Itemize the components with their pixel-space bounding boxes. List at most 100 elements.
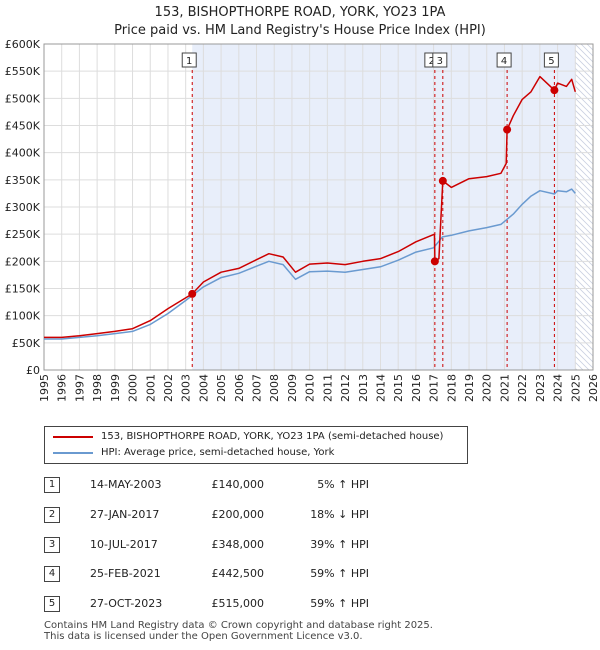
forecast-hatch: [575, 242, 594, 261]
x-tick-label: 2010: [304, 374, 317, 402]
forecast-hatch: [575, 80, 594, 99]
sale-row: 1 14-MAY-2003 £140,000 5% ↑ HPI: [44, 477, 464, 495]
chart-title: 153, BISHOPTHORPE ROAD, YORK, YO23 1PA P…: [0, 4, 600, 40]
plot-frame: [43, 43, 594, 371]
forecast-hatch: [575, 308, 594, 327]
sale-4-point: [503, 125, 512, 134]
y-tick-label: £150K: [5, 283, 41, 296]
forecast-hatch: [575, 236, 594, 255]
price-chart: £0 £50K £100K £150K £200K £250K £300K £350K £400…: [5, 38, 600, 402]
title-line-2: Price paid vs. HM Land Registry's House …: [114, 23, 486, 38]
forecast-hatch: [575, 212, 594, 231]
forecast-hatch: [575, 284, 594, 303]
footer-attribution: Contains HM Land Registry data © Crown c…: [44, 620, 433, 642]
sale-price: £348,000: [211, 538, 265, 551]
forecast-hatch: [575, 320, 594, 339]
forecast-hatch: [575, 314, 594, 333]
legend-label-hpi: HPI: Average price, semi-detached house,…: [101, 447, 335, 458]
forecast-hatch: [575, 296, 594, 315]
footer-line-2: This data is licensed under the Open Gov…: [44, 631, 363, 642]
sale-row: 3 10-JUL-2017 £348,000 39% ↑ HPI: [44, 537, 464, 555]
y-tick-label: £0: [26, 364, 40, 377]
forecast-hatch: [575, 74, 594, 93]
x-tick-label: 2004: [197, 374, 210, 402]
hpi-series-line: [44, 188, 576, 340]
x-tick-label: 2022: [516, 374, 529, 402]
sale-price: £200,000: [211, 508, 265, 521]
forecast-hatch: [575, 86, 594, 105]
x-tick-label: 2005: [215, 374, 228, 402]
x-tick-label: 2016: [410, 374, 423, 402]
sale-price: £140,000: [211, 478, 265, 491]
x-tick-label: 2025: [569, 374, 582, 402]
sale-hpi-diff: 5% ↑ HPI: [317, 478, 369, 491]
forecast-hatch: [575, 146, 594, 165]
sale-hpi-diff: 39% ↑ HPI: [310, 538, 369, 551]
forecast-hatch: [575, 128, 594, 147]
sale-number: 2: [44, 507, 60, 523]
forecast-hatch: [575, 302, 594, 321]
forecast-hatch: [575, 182, 594, 201]
x-tick-label: 2001: [144, 374, 157, 402]
forecast-hatch: [575, 194, 594, 213]
forecast-hatch: [575, 326, 594, 345]
sale-date: 27-JAN-2017: [90, 508, 160, 521]
x-tick-label: 2021: [498, 374, 511, 402]
sale-5-label: 5: [548, 56, 554, 67]
y-tick-label: £350K: [5, 174, 41, 187]
x-tick-label: 2013: [357, 374, 370, 402]
sale-5-point: [550, 86, 559, 95]
sale-number: 4: [44, 566, 60, 582]
y-tick-label: £200K: [5, 255, 41, 268]
sale-1-point: [188, 289, 197, 298]
forecast-hatch: [575, 350, 594, 369]
sale-number: 1: [44, 477, 60, 493]
sale-hpi-diff: 59% ↑ HPI: [310, 567, 369, 580]
legend-swatch-hpi: [53, 452, 93, 454]
legend-swatch-property: [53, 436, 93, 438]
forecast-hatch: [575, 92, 594, 111]
x-tick-label: 1997: [73, 374, 86, 402]
forecast-hatch: [575, 44, 594, 63]
x-tick-label: 2002: [162, 374, 175, 402]
y-tick-label: £450K: [5, 120, 41, 133]
legend-label-property: 153, BISHOPTHORPE ROAD, YORK, YO23 1PA (…: [101, 431, 444, 442]
sale-1-label: 1: [186, 56, 192, 67]
x-tick-label: 2019: [463, 374, 476, 402]
y-tick-label: £600K: [5, 38, 41, 51]
forecast-hatch: [575, 104, 594, 123]
forecast-hatch: [575, 266, 594, 285]
forecast-hatch: [575, 248, 594, 267]
footer-line-1: Contains HM Land Registry data © Crown c…: [44, 620, 433, 631]
sale-3-box: [432, 52, 448, 68]
x-tick-label: 2014: [374, 374, 387, 402]
x-tick-label: 1999: [109, 374, 122, 402]
sale-date: 14-MAY-2003: [90, 478, 162, 491]
x-tick-label: 2008: [268, 374, 281, 402]
x-tick-label: 2011: [321, 374, 334, 402]
sale-price: £515,000: [211, 597, 265, 610]
x-tick-label: 2017: [428, 374, 441, 402]
forecast-hatch: [575, 344, 594, 363]
sale-hpi-diff: 59% ↑ HPI: [310, 597, 369, 610]
forecast-hatch: [575, 134, 594, 153]
x-tick-label: 2000: [127, 374, 140, 402]
sale-number: 3: [44, 537, 60, 553]
sale-5-box: [543, 52, 559, 68]
y-tick-label: £50K: [12, 337, 41, 350]
y-tick-label: £400K: [5, 147, 41, 160]
sale-date: 10-JUL-2017: [90, 538, 158, 551]
forecast-hatch: [575, 140, 594, 159]
x-tick-label: 2012: [339, 374, 352, 402]
forecast-hatch: [575, 338, 594, 357]
sale-row: 2 27-JAN-2017 £200,000 18% ↓ HPI: [44, 507, 464, 525]
forecast-hatch: [575, 260, 594, 279]
sale-4-label: 4: [501, 56, 507, 67]
y-tick-label: £300K: [5, 201, 41, 214]
sale-3-label: 3: [437, 56, 443, 67]
legend: 153, BISHOPTHORPE ROAD, YORK, YO23 1PA (…: [44, 426, 468, 464]
forecast-hatch: [575, 206, 594, 225]
forecast-hatch: [575, 152, 594, 171]
forecast-hatch: [575, 218, 594, 237]
x-tick-label: 1995: [38, 374, 51, 402]
